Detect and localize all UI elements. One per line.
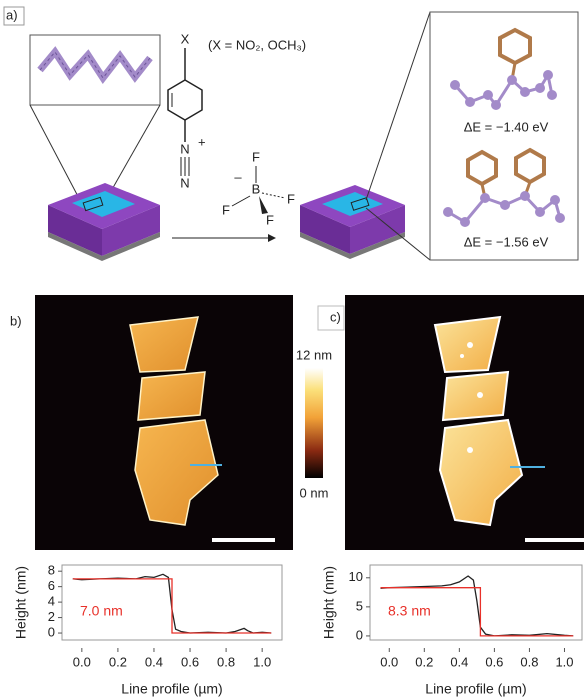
colorbar-label: 12 nm <box>296 347 332 362</box>
x-tick-label: 0.6 <box>485 654 503 669</box>
y-tick-label: 8 <box>48 563 55 578</box>
x-tick-label: 0.0 <box>380 654 398 669</box>
atom: F <box>222 202 230 217</box>
chain <box>39 51 151 79</box>
annotation: 8.3 nm <box>388 603 431 619</box>
atom: F <box>287 191 295 206</box>
atom: F <box>252 149 260 164</box>
x-tick-label: 0.4 <box>450 654 468 669</box>
colorbar-label: 0 nm <box>300 485 329 500</box>
x-axis-label: Line profile (µm) <box>121 681 222 697</box>
y-axis-label: Height (nm) <box>321 566 337 639</box>
charge: – <box>234 169 242 184</box>
x-tick-label: 0.2 <box>109 654 127 669</box>
y-tick-label: 0 <box>48 624 55 639</box>
data-line <box>380 575 574 637</box>
x-axis-label: Line profile (µm) <box>425 681 526 697</box>
label-box <box>3 6 25 26</box>
data-line <box>380 587 574 637</box>
energy-label: ΔE = −1.56 eV <box>464 234 549 249</box>
x-tick-label: 0.4 <box>145 654 163 669</box>
x-tick-label: 0.8 <box>217 654 235 669</box>
device <box>300 185 405 259</box>
x-tick-label: 0.0 <box>73 654 91 669</box>
benzene <box>167 79 203 121</box>
y-tick-label: 2 <box>48 609 55 624</box>
molecule <box>443 147 565 227</box>
x-tick-label: 0.2 <box>415 654 433 669</box>
bond <box>231 195 251 207</box>
panel-label: b) <box>10 313 22 328</box>
substituent-note: (X = NO₂, OCH₃) <box>208 37 306 52</box>
atom: F <box>266 212 274 227</box>
x-tick-label: 0.8 <box>520 654 538 669</box>
annotation: 7.0 nm <box>80 603 123 619</box>
plot-frame <box>369 564 583 641</box>
data-line <box>72 578 272 634</box>
y-axis-label: Height (nm) <box>13 566 29 639</box>
atom: N <box>180 141 189 156</box>
zoom-line <box>29 104 83 205</box>
zoom-line <box>365 11 431 201</box>
bond <box>259 196 268 214</box>
label-box <box>6 310 30 332</box>
panel-label: c) <box>330 309 341 324</box>
inset-box <box>429 11 579 261</box>
colorbar <box>305 368 323 478</box>
flake <box>129 316 219 526</box>
charge: + <box>198 134 206 149</box>
device <box>48 183 160 261</box>
y-tick-label: 0 <box>356 627 363 642</box>
y-tick-label: 4 <box>48 594 55 609</box>
atom: N <box>180 175 189 190</box>
atom: B <box>252 181 261 196</box>
energy-label: ΔE = −1.40 eV <box>464 119 549 134</box>
molecule <box>450 27 557 110</box>
substituent: X <box>181 31 190 46</box>
x-tick-label: 0.6 <box>181 654 199 669</box>
bond <box>261 192 286 199</box>
arrow-head <box>268 234 276 242</box>
x-tick-label: 1.0 <box>555 654 573 669</box>
y-tick-label: 10 <box>349 569 363 584</box>
x-tick-label: 1.0 <box>253 654 271 669</box>
zoom-line <box>365 207 431 261</box>
speck <box>460 342 483 453</box>
label-box <box>317 305 345 331</box>
y-tick-label: 5 <box>356 598 363 613</box>
y-tick-label: 6 <box>48 578 55 593</box>
panel-label: a) <box>6 7 18 22</box>
